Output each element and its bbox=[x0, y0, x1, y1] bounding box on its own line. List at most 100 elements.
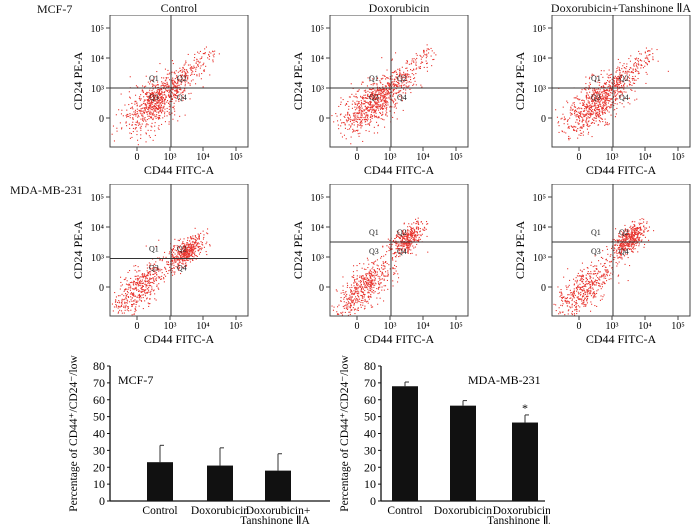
event-dot bbox=[402, 252, 404, 254]
event-dot bbox=[368, 279, 370, 281]
event-dot bbox=[152, 114, 154, 116]
event-dot bbox=[380, 95, 382, 97]
event-dot bbox=[420, 235, 422, 237]
event-dot bbox=[182, 67, 184, 69]
event-dot bbox=[130, 133, 132, 135]
event-dot bbox=[131, 113, 133, 115]
event-dot bbox=[382, 84, 384, 86]
event-dot bbox=[150, 129, 152, 131]
event-dot bbox=[151, 122, 153, 124]
event-dot bbox=[370, 279, 372, 281]
event-dot bbox=[588, 120, 590, 122]
event-dot bbox=[582, 283, 584, 285]
event-dot bbox=[373, 292, 375, 294]
event-dot bbox=[151, 281, 153, 283]
event-dot bbox=[132, 293, 134, 295]
event-dot bbox=[117, 312, 119, 314]
event-dot bbox=[155, 103, 157, 105]
event-dot bbox=[599, 104, 601, 106]
event-dot bbox=[582, 274, 584, 276]
event-dot bbox=[419, 238, 421, 240]
event-dot bbox=[407, 237, 409, 239]
event-dot bbox=[392, 102, 394, 104]
event-dot bbox=[124, 309, 126, 311]
event-dot bbox=[373, 114, 375, 116]
event-dot bbox=[589, 76, 591, 78]
event-dot bbox=[607, 76, 609, 78]
event-dot bbox=[191, 70, 193, 72]
event-dot bbox=[603, 70, 605, 72]
event-dot bbox=[402, 237, 404, 239]
event-dot bbox=[190, 244, 192, 246]
event-dot bbox=[604, 112, 606, 114]
event-dot bbox=[616, 83, 618, 85]
event-dot bbox=[160, 93, 162, 95]
event-dot bbox=[379, 270, 381, 272]
event-dot bbox=[201, 56, 203, 58]
event-dot bbox=[363, 119, 365, 121]
event-dot bbox=[140, 291, 142, 293]
event-dot bbox=[404, 238, 406, 240]
event-dot bbox=[149, 294, 151, 296]
event-dot bbox=[136, 279, 138, 281]
event-dot bbox=[582, 102, 584, 104]
event-dot bbox=[129, 76, 131, 78]
event-dot bbox=[402, 109, 404, 111]
event-dot bbox=[196, 242, 198, 244]
event-dot bbox=[570, 125, 572, 127]
event-dot bbox=[361, 109, 363, 111]
plot-frame bbox=[109, 184, 249, 317]
event-dot bbox=[409, 246, 411, 248]
event-dot bbox=[174, 90, 176, 92]
event-dot bbox=[606, 248, 608, 250]
event-dot bbox=[167, 90, 169, 92]
event-dot bbox=[213, 56, 215, 58]
event-dot bbox=[179, 67, 181, 69]
event-dot bbox=[607, 270, 609, 272]
event-dot bbox=[604, 105, 606, 107]
event-dot bbox=[155, 267, 157, 269]
event-dot bbox=[162, 84, 164, 86]
event-dot bbox=[143, 276, 145, 278]
event-dot bbox=[198, 248, 200, 250]
event-dot bbox=[186, 250, 188, 252]
event-dot bbox=[157, 97, 159, 99]
event-dot bbox=[592, 288, 594, 290]
event-dot bbox=[604, 99, 606, 101]
event-dot bbox=[123, 305, 125, 307]
event-dot bbox=[153, 280, 155, 282]
event-dot bbox=[644, 227, 646, 229]
event-dot bbox=[348, 298, 350, 300]
event-dot bbox=[192, 240, 194, 242]
event-dot bbox=[350, 304, 352, 306]
event-dot bbox=[407, 240, 409, 242]
event-dot bbox=[388, 85, 390, 87]
event-dot bbox=[361, 278, 363, 280]
event-dot bbox=[369, 290, 371, 292]
event-dot bbox=[626, 72, 628, 74]
event-dot bbox=[185, 257, 187, 259]
quadrant-label: Q3 bbox=[149, 93, 159, 102]
event-dot bbox=[428, 52, 430, 54]
event-dot bbox=[380, 278, 382, 280]
event-dot bbox=[140, 281, 142, 283]
event-dot bbox=[124, 303, 126, 305]
event-dot bbox=[171, 100, 173, 102]
event-dot bbox=[616, 85, 618, 87]
event-dot bbox=[367, 106, 369, 108]
event-dot bbox=[363, 100, 365, 102]
event-dot bbox=[159, 268, 161, 270]
event-dot bbox=[176, 95, 178, 97]
event-dot bbox=[417, 220, 419, 222]
event-dot bbox=[120, 276, 122, 278]
event-dot bbox=[134, 269, 136, 271]
event-dot bbox=[395, 93, 397, 95]
event-dot bbox=[171, 60, 173, 62]
event-dot bbox=[172, 254, 174, 256]
event-dot bbox=[355, 103, 357, 105]
event-dot bbox=[362, 140, 364, 142]
event-dot bbox=[350, 284, 352, 286]
event-dot bbox=[415, 236, 417, 238]
event-dot bbox=[628, 240, 630, 242]
event-dot bbox=[397, 243, 399, 245]
